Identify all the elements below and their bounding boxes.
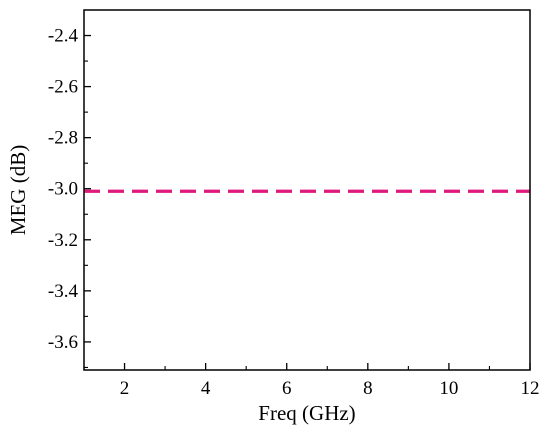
- x-tick-labels: 2 4 6 8 10 12: [120, 378, 540, 399]
- x-axis-label: Freq (GHz): [258, 401, 355, 425]
- y-tick-label: -2.6: [48, 77, 78, 98]
- y-tick-label: -2.8: [48, 128, 78, 149]
- y-axis-label: MEG (dB): [6, 145, 30, 235]
- x-tick-label: 10: [439, 378, 458, 399]
- x-tick-label: 6: [282, 378, 292, 399]
- x-tick-label: 4: [201, 378, 211, 399]
- y-tick-label: -3.0: [48, 179, 78, 200]
- y-tick-label: -3.6: [48, 332, 78, 353]
- x-tick-label: 12: [521, 378, 540, 399]
- y-tick-label: -3.4: [48, 281, 79, 302]
- y-tick-label: -2.4: [48, 26, 79, 47]
- x-tick-label: 2: [120, 378, 130, 399]
- y-tick-labels: -2.4 -2.6 -2.8 -3.0 -3.2 -3.4 -3.6: [48, 26, 79, 353]
- axis-ticks: [83, 34, 531, 370]
- y-tick-label: -3.2: [48, 230, 78, 251]
- plot-frame: [83, 9, 531, 371]
- x-tick-label: 8: [363, 378, 373, 399]
